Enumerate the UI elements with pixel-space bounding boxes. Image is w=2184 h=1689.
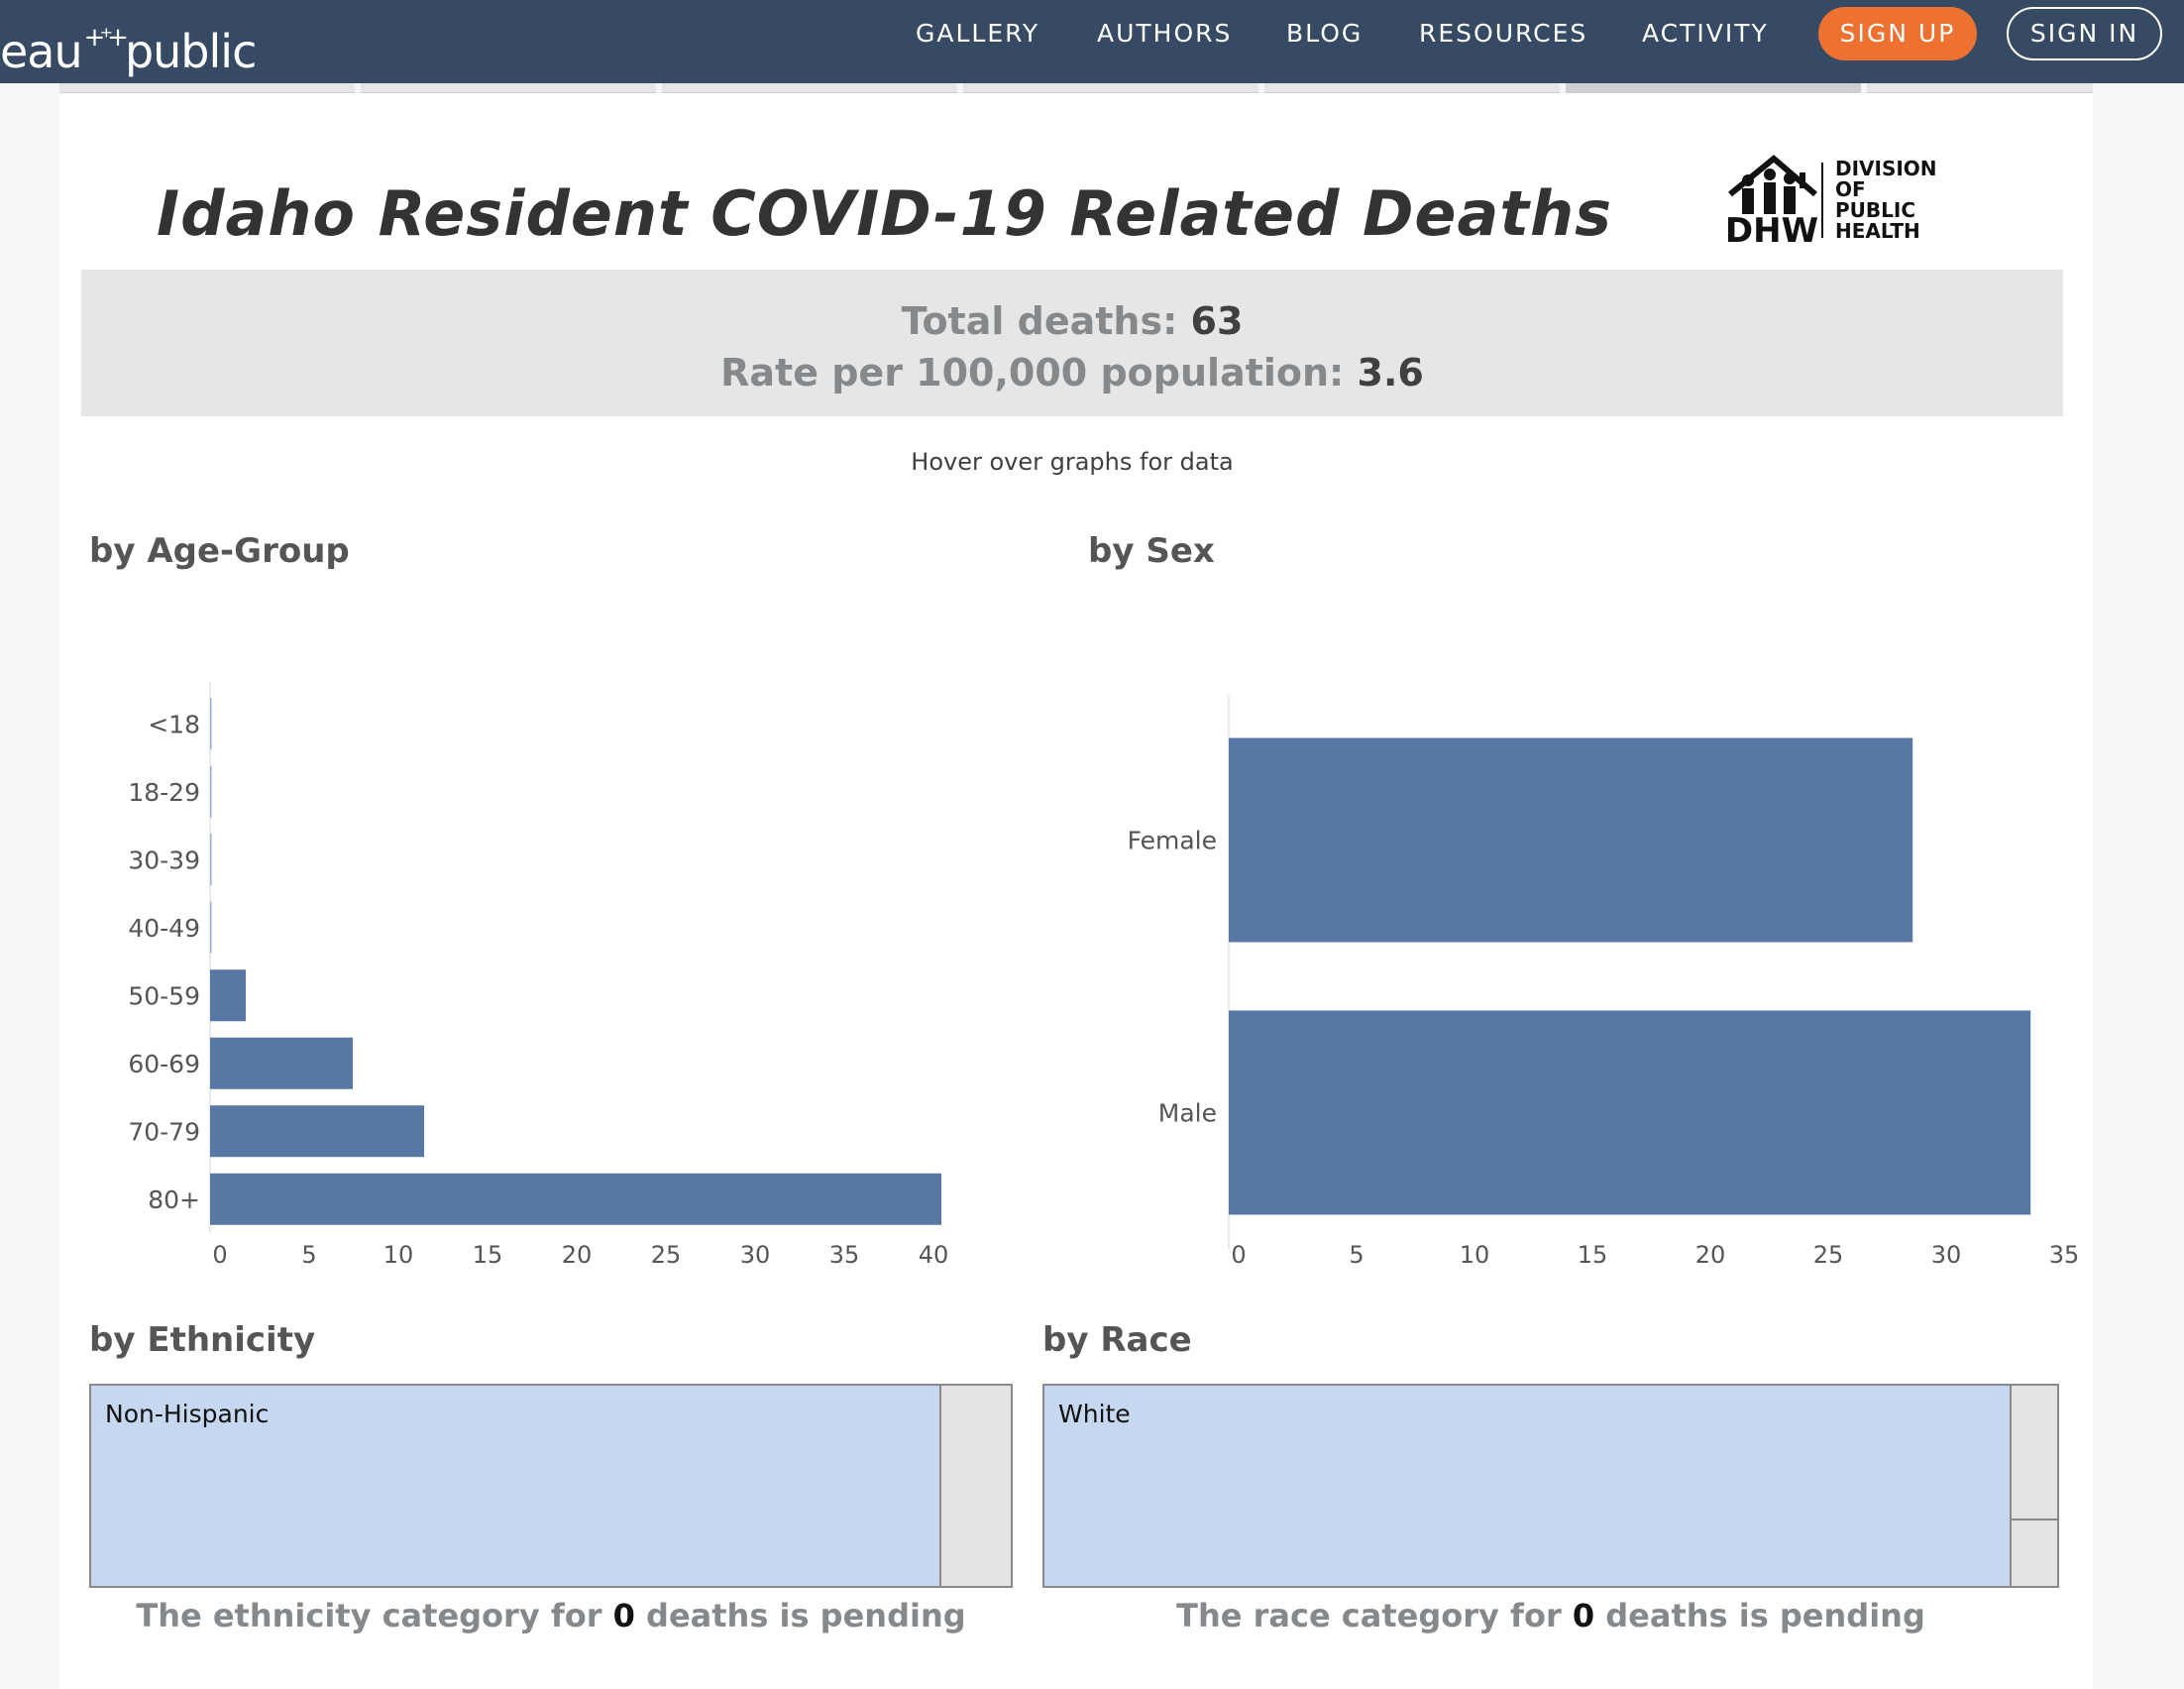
- total-deaths: Total deaths: 63: [81, 299, 2063, 343]
- bar[interactable]: [210, 1173, 941, 1225]
- family-house-icon: DHW: [1725, 155, 1818, 246]
- x-tick-label: 40: [919, 1241, 949, 1269]
- org-name: DIVISION OF PUBLIC HEALTH: [1835, 159, 1964, 242]
- x-tick-label: 0: [1231, 1241, 1246, 1269]
- sex-chart-title: by Sex: [1088, 531, 1215, 571]
- org-name-line: DIVISION OF: [1835, 157, 1937, 201]
- total-deaths-label: Total deaths:: [901, 299, 1178, 343]
- ethnicity-pending-note: The ethnicity category for 0 deaths is p…: [89, 1594, 1013, 1637]
- dashboard-tab-active[interactable]: [1566, 83, 1861, 93]
- treemap-label: Non-Hispanic: [105, 1400, 270, 1428]
- logo-tail: public: [124, 25, 257, 78]
- x-tick-label: 25: [651, 1241, 682, 1269]
- x-tick-label: 10: [1460, 1241, 1490, 1269]
- bar[interactable]: [210, 765, 212, 818]
- category-label: Male: [1158, 1099, 1217, 1128]
- dashboard-tab[interactable]: [1264, 83, 1560, 93]
- bar[interactable]: [210, 1037, 353, 1089]
- nav-blog[interactable]: BLOG: [1286, 19, 1364, 48]
- org-name-line: PUBLIC: [1835, 198, 1916, 222]
- bar[interactable]: [210, 901, 212, 954]
- treemap-label: White: [1058, 1400, 1131, 1428]
- x-tick-label: 15: [1578, 1241, 1608, 1269]
- sign-in-button[interactable]: SIGN IN: [2007, 7, 2162, 60]
- total-deaths-value: 63: [1190, 299, 1244, 343]
- sex-chart[interactable]: Female Male 0 5 10 15 20 25 30 35: [1110, 579, 2101, 1293]
- nav-authors[interactable]: AUTHORS: [1097, 19, 1233, 48]
- dashboard-tab[interactable]: [59, 83, 355, 93]
- category-label: 60-69: [128, 1050, 200, 1078]
- pending-prefix: The race category for: [1176, 1597, 1562, 1634]
- bar[interactable]: [1229, 1010, 2031, 1215]
- dashboard-tab[interactable]: [662, 83, 957, 93]
- pending-prefix: The ethnicity category for: [136, 1597, 602, 1634]
- category-label: Female: [1128, 827, 1217, 855]
- category-label: 30-39: [128, 845, 200, 874]
- death-rate-label: Rate per 100,000 population:: [720, 351, 1345, 394]
- death-rate-value: 3.6: [1357, 351, 1424, 394]
- dhw-logo: DHW DIVISION OF PUBLIC HEALTH: [1724, 151, 1962, 250]
- x-tick-label: 35: [829, 1241, 860, 1269]
- category-label: 70-79: [128, 1117, 200, 1146]
- x-tick-label: 25: [1813, 1241, 1844, 1269]
- x-tick-label: 20: [1695, 1241, 1726, 1269]
- dashboard-tab[interactable]: [963, 83, 1258, 93]
- pending-suffix: deaths is pending: [646, 1597, 966, 1634]
- nav-activity[interactable]: ACTIVITY: [1642, 19, 1769, 48]
- dashboard: Idaho Resident COVID-19 Related Deaths D…: [59, 93, 2093, 1689]
- pending-count: 0: [1572, 1597, 1595, 1634]
- bar[interactable]: [210, 969, 246, 1022]
- treemap-cell-white[interactable]: White: [1044, 1386, 2012, 1586]
- category-label: 50-59: [128, 981, 200, 1010]
- dashboard-tab[interactable]: [361, 83, 656, 93]
- x-tick-label: 15: [473, 1241, 503, 1269]
- age-group-chart[interactable]: <18 18-29 30-39 40-49 50-59 60-69 70-79 80+ 0 5 10…: [89, 579, 1060, 1293]
- summary-panel: Total deaths: 63 Rate per 100,000 popula…: [81, 270, 2063, 416]
- pending-count: 0: [612, 1597, 635, 1634]
- race-pending-note: The race category for 0 deaths is pendin…: [1042, 1594, 2059, 1637]
- x-tick-label: 5: [301, 1241, 316, 1269]
- bar[interactable]: [210, 834, 212, 886]
- dashboard-tab[interactable]: [1867, 83, 2093, 93]
- x-tick-label: 30: [740, 1241, 771, 1269]
- dhw-mark: DHW: [1725, 211, 1818, 246]
- page-title: Idaho Resident COVID-19 Related Deaths: [157, 177, 1612, 250]
- dashboard-tabs: [59, 83, 2093, 93]
- ethnicity-treemap[interactable]: Non-Hispanic: [89, 1384, 1013, 1588]
- x-tick-label: 10: [383, 1241, 414, 1269]
- bar[interactable]: [210, 698, 212, 750]
- category-label: 18-29: [128, 778, 200, 807]
- logo-text: eau: [0, 25, 83, 78]
- death-rate: Rate per 100,000 population: 3.6: [81, 351, 2063, 394]
- x-tick-label: 35: [2049, 1241, 2080, 1269]
- x-tick-label: 5: [1349, 1241, 1364, 1269]
- x-tick-label: 0: [212, 1241, 227, 1269]
- logo-divider: [1821, 163, 1823, 238]
- org-name-line: HEALTH: [1835, 219, 1920, 243]
- race-title: by Race: [1042, 1320, 1192, 1360]
- category-label: 80+: [148, 1185, 200, 1214]
- category-label: 40-49: [128, 914, 200, 943]
- sign-up-button[interactable]: SIGN UP: [1818, 7, 1977, 60]
- x-tick-label: 20: [562, 1241, 593, 1269]
- category-label: <18: [148, 710, 200, 738]
- treemap-divider: [2012, 1519, 2057, 1520]
- nav-resources[interactable]: RESOURCES: [1419, 19, 1588, 48]
- nav-gallery[interactable]: GALLERY: [916, 19, 1040, 48]
- bar[interactable]: [210, 1105, 424, 1158]
- treemap-cell-non-hispanic[interactable]: Non-Hispanic: [91, 1386, 941, 1586]
- x-tick-label: 30: [1931, 1241, 1962, 1269]
- ethnicity-title: by Ethnicity: [89, 1320, 316, 1360]
- sparkle-icon: +⁺+: [83, 23, 129, 53]
- age-chart-title: by Age-Group: [89, 531, 350, 571]
- top-nav: eau+⁺+public GALLERY AUTHORS BLOG RESOUR…: [0, 0, 2184, 83]
- bar[interactable]: [1229, 737, 1913, 943]
- site-logo[interactable]: eau+⁺+public: [0, 8, 257, 78]
- race-treemap[interactable]: White: [1042, 1384, 2059, 1588]
- pending-suffix: deaths is pending: [1605, 1597, 1925, 1634]
- hover-instruction: Hover over graphs for data: [911, 448, 1234, 476]
